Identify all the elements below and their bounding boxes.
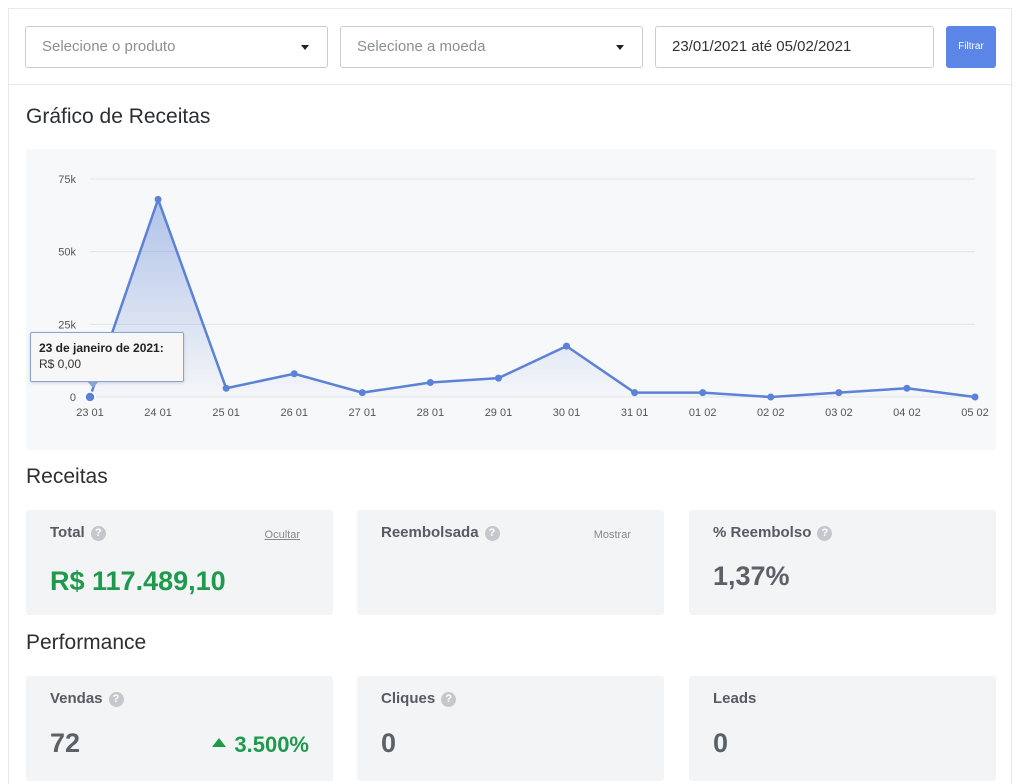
data-point	[767, 393, 775, 401]
sales-card: Vendas? 72 3.500%	[26, 676, 333, 781]
data-point	[631, 389, 639, 397]
triangle-up-icon	[212, 738, 227, 747]
revenue-chart: 0 25k 50k 75k 23 01 24 01 25 01 26 01 27 01 28 01…	[26, 149, 996, 450]
refund-percent-card: % Reembolso? 1,37%	[689, 510, 996, 615]
chart-tooltip: 23 de janeiro de 2021: R$ 0,00	[30, 332, 184, 388]
help-icon[interactable]: ?	[108, 692, 124, 707]
dashboard-frame: Selecione o produto Selecione a moeda 23…	[8, 8, 1012, 784]
data-point	[222, 384, 230, 392]
refund-percent-value: 1,37%	[713, 561, 790, 591]
hide-total-link[interactable]: Ocultar	[264, 529, 300, 541]
sales-delta: 3.500%	[212, 732, 309, 758]
revenue-total-label: Total?	[50, 524, 106, 541]
show-refunded-link[interactable]: Mostrar	[593, 529, 631, 541]
filter-toolbar: Selecione o produto Selecione a moeda 23…	[9, 9, 1011, 85]
leads-card: Leads 0	[689, 676, 996, 781]
data-point	[971, 393, 979, 401]
chevron-down-icon	[301, 45, 309, 50]
sales-value: 72	[50, 728, 81, 758]
revenue-section-title: Receitas	[26, 465, 108, 488]
y-tick-label: 25k	[58, 319, 76, 331]
help-icon[interactable]: ?	[90, 526, 106, 541]
revenue-refunded-card: Reembolsada? Mostrar	[357, 510, 664, 615]
area-fill	[90, 199, 975, 397]
revenue-line	[88, 198, 976, 399]
leads-value: 0	[713, 728, 729, 758]
tooltip-arrow	[87, 381, 99, 388]
x-tick-label: 31 01	[621, 407, 649, 419]
data-point	[426, 378, 434, 386]
sales-label: Vendas?	[50, 690, 124, 707]
x-tick-label: 05 02	[961, 407, 989, 419]
clicks-label: Cliques?	[381, 690, 457, 707]
x-tick-label: 04 02	[893, 407, 921, 419]
tooltip-date: 23 de janeiro de 2021:	[39, 341, 164, 355]
x-tick-label: 27 01	[349, 407, 377, 419]
y-tick-label: 75k	[58, 174, 76, 186]
x-tick-label: 23 01	[76, 407, 104, 419]
data-point	[903, 384, 911, 392]
filter-button[interactable]: Filtrar	[946, 26, 996, 68]
data-point	[494, 374, 502, 382]
performance-section-title: Performance	[26, 631, 147, 654]
date-range-input[interactable]: 23/01/2021 até 05/02/2021	[655, 26, 934, 68]
data-point	[699, 389, 707, 397]
clicks-card: Cliques? 0	[357, 676, 664, 781]
data-point	[358, 389, 366, 397]
help-icon[interactable]: ?	[817, 526, 833, 541]
help-icon[interactable]: ?	[441, 692, 457, 707]
x-tick-label: 03 02	[825, 407, 853, 419]
leads-label: Leads	[713, 690, 757, 707]
x-tick-label: 02 02	[757, 407, 785, 419]
y-tick-label: 0	[70, 392, 76, 404]
x-tick-label: 28 01	[417, 407, 445, 419]
date-range-value: 23/01/2021 até 05/02/2021	[672, 38, 852, 55]
data-point	[84, 391, 96, 403]
data-point	[154, 195, 162, 203]
tooltip-value: R$ 0,00	[39, 357, 82, 371]
y-tick-label: 50k	[58, 247, 76, 259]
revenue-chart-svg: 0 25k 50k 75k 23 01 24 01 25 01 26 01 27 01 28 01…	[58, 174, 989, 419]
currency-select-placeholder: Selecione a moeda	[357, 38, 486, 55]
revenue-total-value: R$ 117.489,10	[50, 566, 226, 596]
currency-select[interactable]: Selecione a moeda	[340, 26, 643, 68]
data-point	[290, 370, 298, 378]
x-tick-label: 26 01	[280, 407, 308, 419]
x-tick-label: 30 01	[553, 407, 581, 419]
data-point	[835, 389, 843, 397]
chart-section-title: Gráfico de Receitas	[26, 105, 211, 128]
revenue-total-card: Total? Ocultar R$ 117.489,10	[26, 510, 333, 615]
revenue-refunded-label: Reembolsada?	[381, 524, 500, 541]
x-tick-label: 29 01	[485, 407, 513, 419]
x-tick-label: 01 02	[689, 407, 717, 419]
x-tick-label: 24 01	[144, 407, 172, 419]
clicks-value: 0	[381, 728, 397, 758]
product-select[interactable]: Selecione o produto	[25, 26, 328, 68]
x-tick-label: 25 01	[212, 407, 240, 419]
help-icon[interactable]: ?	[484, 526, 500, 541]
product-select-placeholder: Selecione o produto	[42, 38, 176, 55]
refund-percent-label: % Reembolso?	[713, 524, 833, 541]
data-point	[563, 342, 571, 350]
chevron-down-icon	[616, 45, 624, 50]
